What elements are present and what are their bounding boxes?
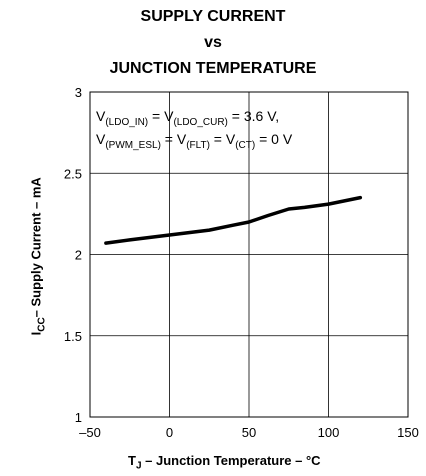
annotation-line-1: V(LDO_IN) = V(LDO_CUR) = 3.6 V, — [96, 108, 279, 128]
annotation-1-text: V — [96, 108, 106, 124]
annotation-1-subscript: (LDO_CUR) — [173, 116, 228, 128]
annotation-2-text: = V — [209, 131, 236, 147]
annotation-2-subscript: (CT) — [235, 139, 256, 151]
y-axis-symbol-sub: CC — [36, 317, 48, 332]
y-tick-label: 3 — [75, 85, 82, 100]
annotation-1-text: = 3.6 V, — [227, 108, 280, 124]
x-tick-label: 100 — [318, 425, 340, 440]
y-tick-label: 1.5 — [64, 329, 82, 344]
x-tick-label: 150 — [397, 425, 419, 440]
x-axis-symbol-sub: J — [135, 460, 142, 472]
annotation-2-subscript: (FLT) — [186, 139, 210, 151]
y-axis-label: ICC– Supply Current – mA — [29, 146, 48, 366]
y-tick-label: 1 — [75, 410, 82, 425]
annotation-line-2: V(PWM_ESL) = V(FLT) = V(CT) = 0 V — [96, 131, 292, 151]
x-tick-label: 50 — [242, 425, 256, 440]
x-tick-label: 0 — [166, 425, 173, 440]
chart-title-line-3: JUNCTION TEMPERATURE — [109, 60, 317, 77]
annotation-2-text: V — [96, 131, 106, 147]
y-axis-symbol: I — [28, 331, 44, 336]
y-tick-label: 2.5 — [64, 166, 82, 181]
chart-title-line-2: vs — [204, 34, 222, 51]
annotation-1-text: = V — [148, 108, 174, 124]
annotation-1-subscript: (LDO_IN) — [105, 116, 149, 128]
y-tick-label: 2 — [75, 248, 82, 263]
annotation-2-text: = 0 V — [255, 131, 293, 147]
annotation-2-text: = V — [160, 131, 187, 147]
chart-title-line-1: SUPPLY CURRENT — [140, 8, 286, 25]
y-axis-text: – Supply Current – mA — [28, 177, 44, 318]
series-line — [104, 195, 363, 245]
x-tick-label: –50 — [79, 425, 101, 440]
x-axis-text: – Junction Temperature – °C — [141, 453, 321, 468]
annotation-2-subscript: (PWM_ESL) — [105, 139, 161, 151]
x-axis-label: TJ – Junction Temperature – °C — [128, 453, 321, 472]
x-axis-symbol: T — [128, 453, 136, 468]
